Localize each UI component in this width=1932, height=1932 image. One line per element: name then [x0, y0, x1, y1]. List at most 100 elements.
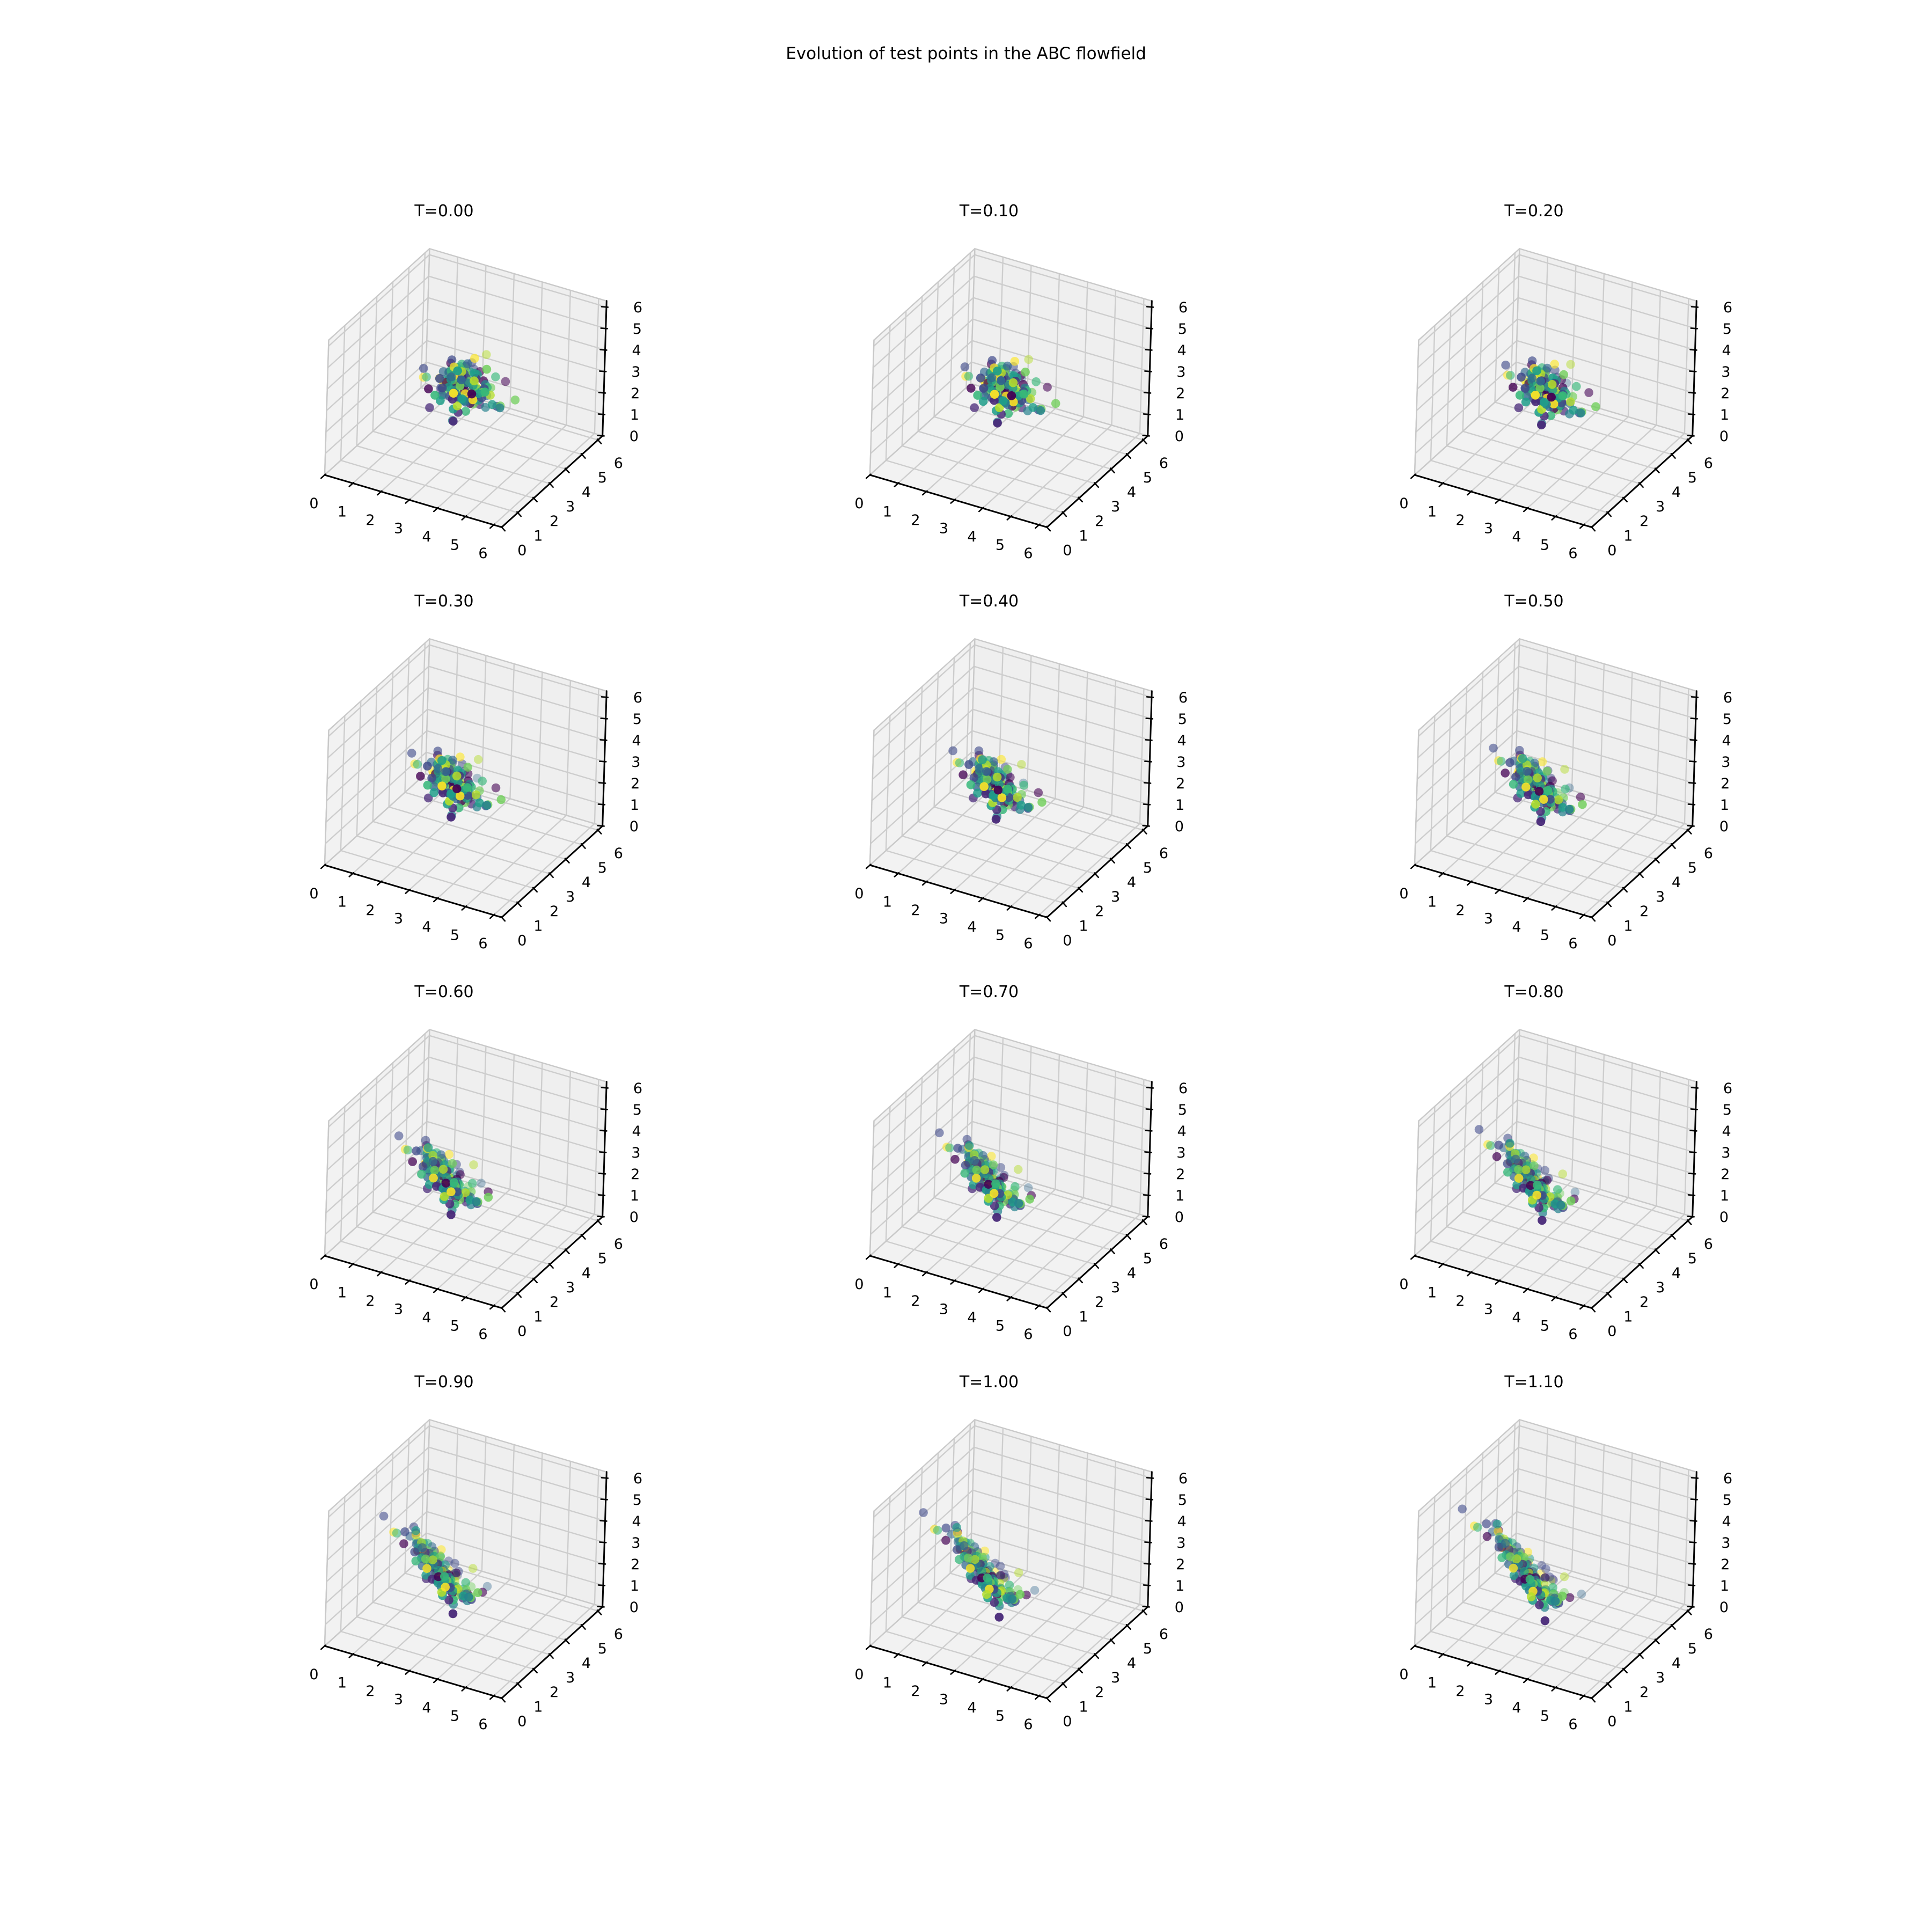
scatter-point — [1531, 800, 1540, 809]
y-tick-label: 0 — [1607, 542, 1616, 559]
tick-marks — [320, 306, 609, 532]
scatter-point — [1010, 357, 1019, 366]
scatter-point — [953, 1143, 962, 1153]
z-tick-label: 3 — [1176, 754, 1185, 771]
x-tick-label: 5 — [995, 1318, 1004, 1334]
z-tick-label: 3 — [1721, 1535, 1730, 1552]
y-tick-label: 5 — [1688, 1250, 1697, 1267]
x-tick-label: 1 — [1428, 504, 1437, 521]
x-tick-label: 1 — [338, 504, 347, 521]
scatter-point — [1526, 1181, 1535, 1190]
pane-edges — [1414, 1419, 1697, 1647]
scatter-point — [1505, 758, 1514, 767]
scatter-point — [1541, 1564, 1550, 1574]
x-tick-label: 6 — [1023, 1716, 1033, 1733]
scatter-point — [1540, 1616, 1550, 1626]
y-tick-label: 4 — [1672, 1655, 1681, 1672]
y-tick-label: 2 — [1095, 903, 1104, 920]
scatter-point — [379, 1511, 389, 1521]
scatter-point — [1520, 384, 1529, 393]
scatter-point — [1489, 743, 1498, 753]
scatter-point — [424, 384, 433, 393]
scatter-point — [448, 756, 457, 765]
z-tick-label: 0 — [1174, 1209, 1183, 1226]
x-tick-label: 6 — [478, 1716, 487, 1733]
y-tick-label: 0 — [1607, 933, 1616, 949]
scatter-point — [1042, 383, 1052, 392]
scatter-point — [422, 1564, 431, 1573]
y-tick-label: 1 — [1623, 1308, 1633, 1325]
x-tick-label: 6 — [1568, 545, 1577, 562]
subplot-title: T=1.10 — [1504, 1372, 1564, 1392]
z-tick-label: 0 — [630, 818, 639, 835]
scatter-point — [463, 763, 472, 772]
axis-lines — [869, 690, 1153, 919]
scatter-point — [1007, 391, 1016, 400]
scatter-point — [430, 1165, 440, 1175]
scatter-point — [1023, 355, 1033, 364]
scatter-point — [1501, 769, 1510, 778]
scatter-point — [1539, 795, 1548, 804]
y-tick-label: 0 — [1607, 1323, 1616, 1340]
scatter-points — [1458, 1504, 1586, 1626]
scatter-point — [978, 397, 987, 406]
axes-panes — [325, 1029, 607, 1308]
z-tick-label: 0 — [1719, 1209, 1729, 1226]
z-tick-label: 2 — [1176, 1556, 1185, 1573]
x-tick-label: 0 — [309, 495, 318, 512]
scatter-point — [1535, 1600, 1544, 1609]
scatter-point — [1037, 797, 1046, 807]
z-tick-label: 6 — [1178, 1470, 1187, 1487]
scatter-point — [472, 1197, 481, 1206]
scatter-point — [452, 1187, 462, 1196]
scatter-point — [411, 1556, 421, 1565]
x-tick-label: 0 — [309, 885, 318, 902]
axis-lines — [869, 300, 1153, 528]
scatter-point — [990, 1201, 999, 1210]
axes-panes — [869, 639, 1152, 918]
scatter-point — [1514, 1165, 1523, 1174]
scatter-point — [433, 747, 443, 756]
axis-lines — [324, 1471, 608, 1699]
scatter-point — [452, 784, 462, 794]
z-tick-label: 4 — [1177, 342, 1186, 359]
scatter-point — [449, 1177, 459, 1187]
scatter-point — [1003, 785, 1012, 794]
y-tick-label: 3 — [1111, 889, 1120, 905]
z-tick-label: 5 — [633, 711, 642, 728]
x-tick-label: 3 — [394, 1301, 403, 1318]
subplot-title: T=0.80 — [1504, 982, 1564, 1001]
scatter-point — [1547, 392, 1556, 402]
y-tick-label: 3 — [1111, 499, 1120, 515]
z-tick-label: 2 — [631, 1556, 640, 1573]
axes-panes — [1415, 1419, 1697, 1699]
y-tick-label: 4 — [1126, 874, 1136, 891]
scatter-point — [1013, 1165, 1022, 1174]
z-tick-label: 2 — [1721, 775, 1730, 792]
scatter-point — [989, 1160, 998, 1169]
y-tick-label: 2 — [1640, 513, 1649, 530]
scatter-point — [1536, 376, 1545, 386]
scatter-point — [491, 372, 500, 382]
scatter-point — [452, 401, 462, 411]
scatter-point — [1505, 1552, 1515, 1561]
scatter-point — [1532, 366, 1541, 376]
scatter-point — [433, 764, 443, 773]
x-tick-label: 1 — [882, 894, 891, 911]
x-tick-label: 0 — [854, 1666, 863, 1683]
scatter-point — [440, 1572, 449, 1581]
z-tick-label: 2 — [631, 1166, 640, 1183]
scatter-point — [1540, 398, 1549, 407]
subplot-title: T=0.20 — [1504, 202, 1564, 221]
scatter-point — [991, 1179, 1000, 1188]
scatter-point — [1543, 786, 1553, 795]
y-tick-label: 5 — [1143, 860, 1152, 876]
scatter-point — [1522, 760, 1532, 770]
